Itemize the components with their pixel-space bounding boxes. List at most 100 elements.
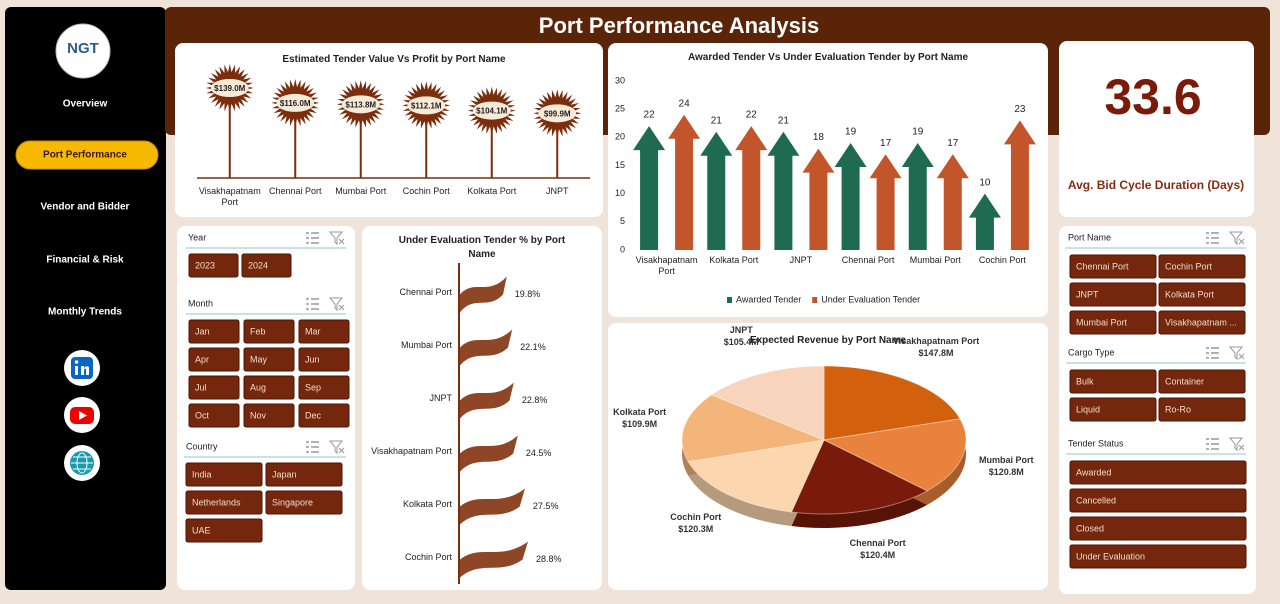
- slicer-button[interactable]: [1158, 310, 1246, 335]
- slicer-item[interactable]: UAE: [192, 525, 211, 535]
- slicer-item[interactable]: Cancelled: [1076, 495, 1116, 505]
- multi-select-icon[interactable]: [306, 441, 319, 453]
- slicer-button[interactable]: [1069, 460, 1247, 485]
- nav-item[interactable]: Overview: [63, 99, 108, 110]
- slicer-item[interactable]: Mar: [305, 326, 321, 336]
- multi-select-icon[interactable]: [1206, 232, 1219, 244]
- slicer-item[interactable]: Dec: [305, 410, 322, 420]
- slicer-button[interactable]: [188, 253, 239, 278]
- multi-select-icon[interactable]: [1206, 438, 1219, 450]
- slicer-item[interactable]: Aug: [250, 382, 266, 392]
- slicer-button[interactable]: [1158, 397, 1246, 422]
- slicer-item[interactable]: Under Evaluation: [1076, 551, 1145, 561]
- slicer-button[interactable]: [185, 462, 263, 487]
- slicer-button[interactable]: [1069, 397, 1157, 422]
- slicer-button[interactable]: [243, 375, 295, 400]
- slicer-item[interactable]: Singapore: [272, 497, 313, 507]
- slicer-item[interactable]: Jan: [195, 326, 210, 336]
- clear-filter-icon[interactable]: [328, 231, 345, 246]
- slicer-item[interactable]: Feb: [250, 326, 266, 336]
- slicer-item[interactable]: Chennai Port: [1076, 261, 1129, 271]
- slicer-item[interactable]: Sep: [305, 382, 321, 392]
- youtube-icon[interactable]: [64, 397, 100, 433]
- slice-value: $147.8M: [918, 348, 954, 359]
- slicer-button[interactable]: [1069, 488, 1247, 513]
- slicer-button[interactable]: [243, 403, 295, 428]
- slicer-button[interactable]: [185, 490, 263, 515]
- slicer-item[interactable]: 2024: [248, 260, 268, 270]
- slicer-item[interactable]: Kolkata Port: [1165, 289, 1215, 299]
- arrow-bar: [968, 193, 1001, 250]
- slicer-item[interactable]: Closed: [1076, 523, 1104, 533]
- slicer-item[interactable]: Jun: [305, 354, 320, 364]
- nav-item[interactable]: Monthly Trends: [48, 307, 122, 318]
- slicer-button[interactable]: [265, 490, 343, 515]
- slicer-item[interactable]: Cochin Port: [1165, 261, 1213, 271]
- slicer-button[interactable]: [265, 462, 343, 487]
- slicer-button[interactable]: [243, 347, 295, 372]
- data-label: 24.5%: [526, 448, 552, 458]
- slicer-button[interactable]: [1158, 369, 1246, 394]
- slicer-button[interactable]: [298, 347, 350, 372]
- multi-select-icon[interactable]: [306, 232, 319, 244]
- multi-select-icon[interactable]: [1206, 347, 1219, 359]
- slicer-button[interactable]: [1069, 254, 1157, 279]
- slicer-button[interactable]: [188, 319, 240, 344]
- slice-value: $120.4M: [860, 549, 896, 560]
- slicer-button[interactable]: [1158, 282, 1246, 307]
- web-icon[interactable]: [64, 445, 100, 481]
- slicer-button[interactable]: [298, 319, 350, 344]
- legend-label: Under Evaluation Tender: [821, 294, 920, 304]
- slicer-item[interactable]: Ro-Ro: [1165, 404, 1191, 414]
- slicer-item[interactable]: 2023: [195, 260, 215, 270]
- multi-select-icon[interactable]: [306, 298, 319, 310]
- slicer-item[interactable]: JNPT: [1076, 289, 1099, 299]
- slicer-item[interactable]: Visakhapatnam ...: [1165, 317, 1237, 327]
- slicer-item[interactable]: Bulk: [1076, 376, 1094, 386]
- slicer-item[interactable]: Awarded: [1076, 467, 1111, 477]
- slicer-button[interactable]: [188, 347, 240, 372]
- clear-filter-icon[interactable]: [1228, 346, 1245, 361]
- slicer-item[interactable]: Mumbai Port: [1076, 317, 1128, 327]
- nav-item[interactable]: Port Performance: [43, 150, 127, 161]
- clear-filter-icon[interactable]: [328, 440, 345, 455]
- logo: [55, 23, 111, 79]
- slicer-item[interactable]: Container: [1165, 376, 1204, 386]
- nav-item[interactable]: Vendor and Bidder: [41, 202, 130, 213]
- slicer-button[interactable]: [185, 518, 263, 543]
- slicer-button[interactable]: [1069, 310, 1157, 335]
- label-badge: [210, 79, 249, 97]
- slicer-item[interactable]: India: [192, 469, 212, 479]
- slicer-button[interactable]: [1069, 544, 1247, 569]
- flag-bar: [460, 541, 528, 578]
- slicer-button[interactable]: [188, 375, 240, 400]
- slicer-item[interactable]: Apr: [195, 354, 209, 364]
- x-tick-label: JNPT: [789, 255, 813, 265]
- slicer-item[interactable]: May: [250, 354, 268, 364]
- clear-filter-icon[interactable]: [328, 297, 345, 312]
- slicer-item[interactable]: Nov: [250, 410, 267, 420]
- x-tick-label: Visakhapatnam Port: [198, 186, 261, 207]
- flag-bar: [460, 382, 514, 419]
- clear-filter-icon[interactable]: [1228, 231, 1245, 246]
- slicer-button[interactable]: [1069, 516, 1247, 541]
- slicer-button[interactable]: [188, 403, 240, 428]
- slicer-item[interactable]: Japan: [272, 469, 297, 479]
- x-tick-label: Cochin Port: [402, 186, 450, 196]
- slicer-item[interactable]: Oct: [195, 410, 210, 420]
- clear-filter-icon[interactable]: [1228, 437, 1245, 452]
- slicer-item[interactable]: Liquid: [1076, 404, 1100, 414]
- slicer-button[interactable]: [241, 253, 292, 278]
- linkedin-icon[interactable]: [64, 350, 100, 386]
- slicer-button[interactable]: [243, 319, 295, 344]
- slicer-item[interactable]: Jul: [195, 382, 207, 392]
- slicer-button[interactable]: [1069, 369, 1157, 394]
- slicer-item[interactable]: Netherlands: [192, 497, 241, 507]
- slicer-button[interactable]: [1158, 254, 1246, 279]
- nav-item[interactable]: Financial & Risk: [46, 255, 124, 266]
- slicer-button[interactable]: [1069, 282, 1157, 307]
- slice-value: $109.9M: [622, 419, 658, 430]
- slicer-button[interactable]: [298, 375, 350, 400]
- slicer-button[interactable]: [298, 403, 350, 428]
